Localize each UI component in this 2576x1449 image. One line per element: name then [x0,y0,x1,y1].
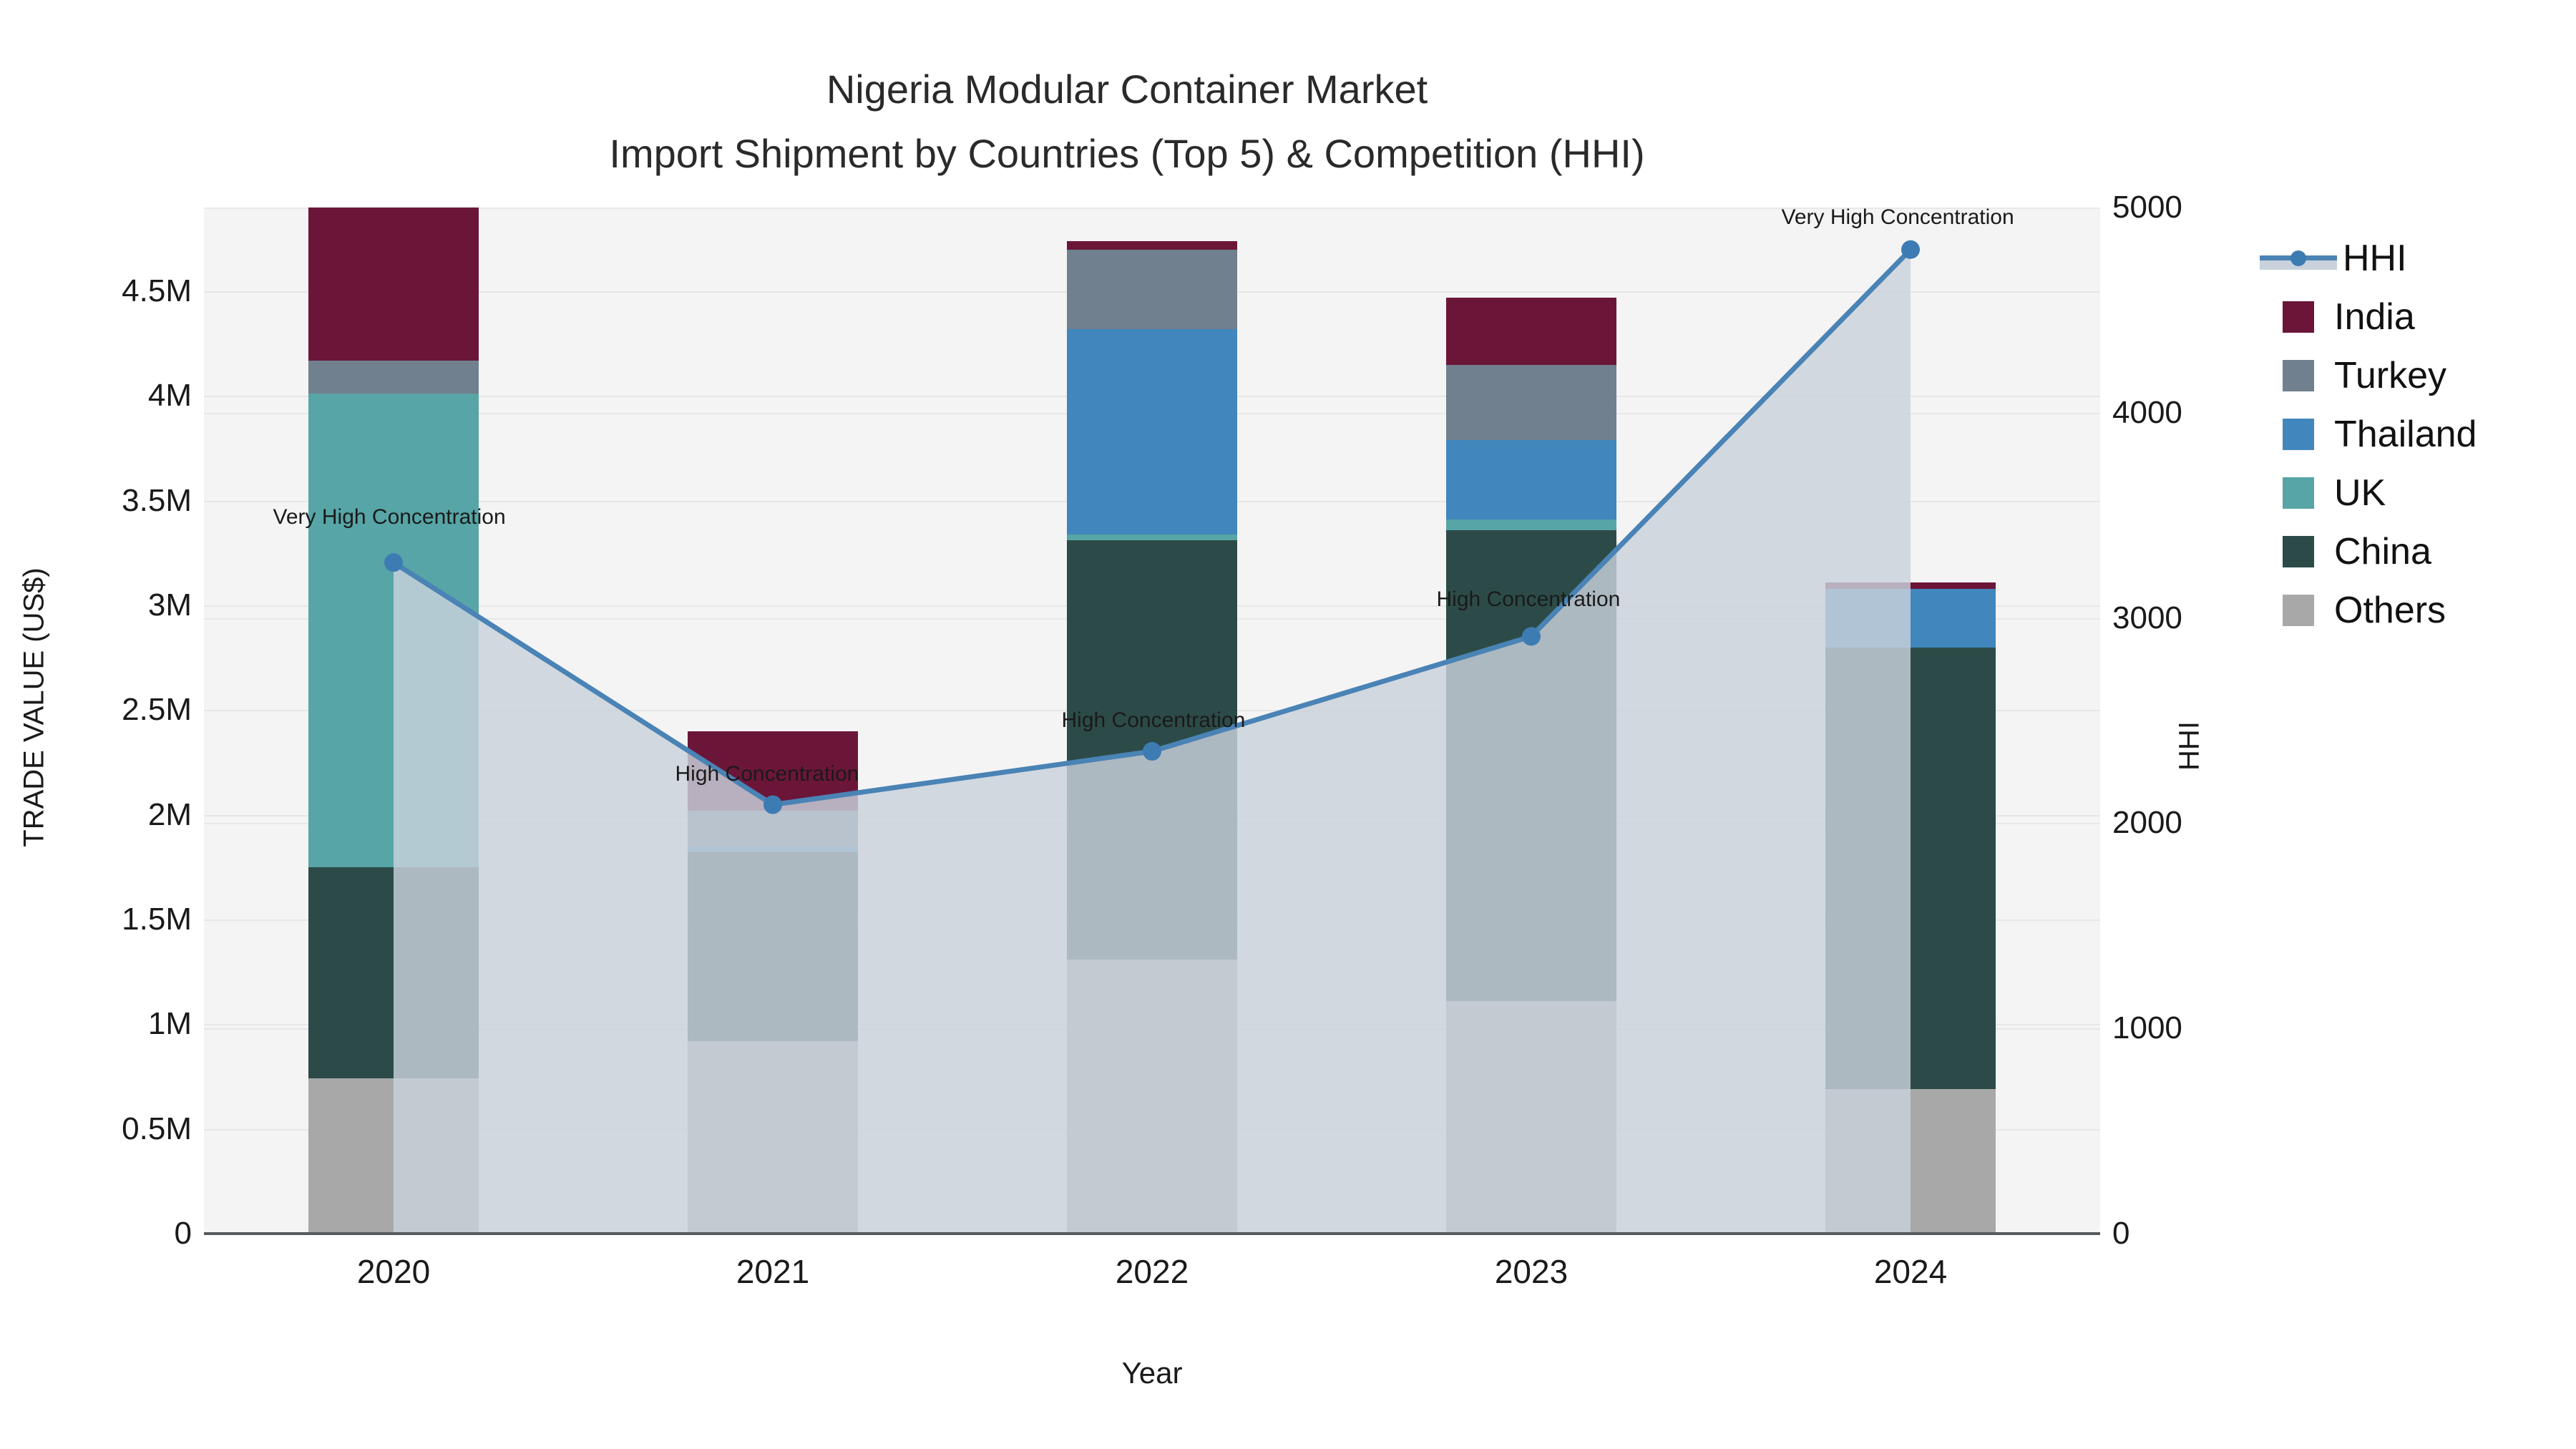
bar-group[interactable] [688,208,858,1234]
legend-line-swatch-icon [2260,243,2337,274]
bar-segment-others[interactable] [1067,959,1237,1234]
annotation-2024: Very High Concentration [1781,205,2014,229]
annotation-2023: High Concentration [1436,587,1621,612]
y-axis-left-label: TRADE VALUE (US$) [18,567,50,847]
legend-color-swatch-icon [2283,301,2314,333]
y-tick-left: 2.5M [122,692,192,728]
y-tick-right: 3000 [2112,600,2182,635]
bar-segment-china[interactable] [308,867,479,1079]
gridline-right [204,208,2100,209]
y-tick-left: 3.5M [122,482,192,518]
chart-title: Nigeria Modular Container Market Import … [609,67,1645,176]
legend-item-label: HHI [2343,238,2407,279]
y-tick-left: 1.5M [122,902,192,937]
x-axis-label: Year [1121,1356,1183,1390]
x-tick-2022: 2022 [1115,1253,1189,1290]
legend-item-china[interactable]: China [2283,522,2569,581]
legend-item-hhi[interactable]: HHI [2260,229,2569,288]
x-tick-2020: 2020 [356,1253,431,1290]
y-tick-left: 1M [147,1006,192,1042]
bar-group[interactable] [308,208,479,1234]
bar-segment-india[interactable] [1446,297,1616,365]
x-tick-2024: 2024 [1873,1253,1948,1290]
y-axis-right-label: HHI [2173,721,2205,771]
legend-item-turkey[interactable]: Turkey [2283,346,2569,405]
y-tick-right: 5000 [2112,190,2182,225]
bar-group[interactable] [1446,208,1616,1234]
bar-segment-india[interactable] [1825,582,1996,589]
bar-segment-thailand[interactable] [688,846,858,853]
bar-segment-uk[interactable] [1067,534,1237,541]
bar-segment-others[interactable] [308,1078,479,1234]
legend-item-uk[interactable]: UK [2283,464,2569,522]
legend-item-label: Others [2334,590,2446,631]
legend-color-swatch-icon [2283,536,2314,567]
bar-segment-turkey[interactable] [688,810,858,847]
legend-item-label: India [2334,296,2415,338]
x-axis-line [204,1232,2100,1235]
legend-item-thailand[interactable]: Thailand [2283,405,2569,464]
y-axis-right-ticks: 0 1000 2000 3000 4000 5000 [2112,0,2298,1449]
legend-item-others[interactable]: Others [2283,581,2569,640]
legend-item-label: China [2334,531,2431,572]
bar-segment-turkey[interactable] [1446,364,1616,440]
legend-item-india[interactable]: India [2283,288,2569,346]
chart-legend: HHI India Turkey Thailand UK China Others [2260,229,2569,640]
bar-segment-india[interactable] [1067,240,1237,250]
y-tick-left: 0.5M [122,1111,192,1146]
legend-color-swatch-icon [2283,360,2314,391]
bar-segment-thailand[interactable] [1446,439,1616,520]
y-tick-left: 3M [147,587,192,623]
y-tick-left: 4.5M [122,273,192,309]
bar-segment-india[interactable] [308,208,479,361]
bar-segment-china[interactable] [688,852,858,1041]
bar-group[interactable] [1825,208,1996,1234]
y-tick-right: 2000 [2112,805,2182,841]
bar-segment-china[interactable] [1067,540,1237,960]
y-tick-right: 4000 [2112,394,2182,430]
legend-color-swatch-icon [2283,477,2314,509]
bar-segment-turkey[interactable] [308,360,479,394]
legend-color-swatch-icon [2283,419,2314,450]
legend-item-label: Turkey [2334,355,2446,396]
y-tick-right: 0 [2112,1216,2130,1251]
bar-segment-thailand[interactable] [1067,328,1237,535]
bar-segment-turkey[interactable] [1067,249,1237,329]
y-tick-right: 1000 [2112,1010,2182,1046]
bar-segment-others[interactable] [1825,1089,1996,1234]
y-tick-left: 2M [147,796,192,832]
legend-item-label: Thailand [2334,414,2477,455]
annotation-2021: High Concentration [675,761,859,786]
bar-segment-uk[interactable] [1446,519,1616,530]
y-axis-left-ticks: 0 0.5M 1M 1.5M 2M 2.5M 3M 3.5M 4M 4.5M [0,0,192,1449]
y-tick-left: 4M [147,378,192,414]
bar-segment-others[interactable] [688,1040,858,1234]
x-tick-2023: 2023 [1494,1253,1568,1290]
y-tick-left: 0 [174,1216,192,1251]
bar-segment-uk[interactable] [308,394,479,867]
legend-color-swatch-icon [2283,595,2314,626]
annotation-2020: Very High Concentration [273,505,506,530]
annotation-2022: High Concentration [1061,708,1246,733]
bar-segment-china[interactable] [1825,647,1996,1090]
legend-item-label: UK [2334,472,2386,514]
x-tick-2021: 2021 [736,1253,810,1290]
bar-segment-thailand[interactable] [1825,588,1996,648]
bar-segment-others[interactable] [1446,1001,1616,1234]
